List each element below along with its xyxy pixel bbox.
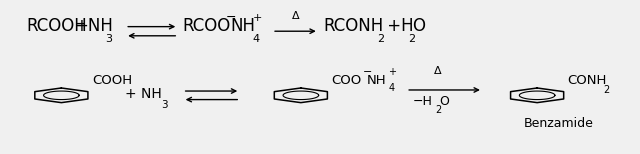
Text: O: O — [413, 17, 426, 35]
Text: 2: 2 — [435, 105, 441, 115]
Text: −H: −H — [413, 95, 433, 108]
Text: RCOO: RCOO — [182, 17, 231, 35]
Text: 2: 2 — [604, 85, 610, 95]
Text: Δ: Δ — [292, 11, 300, 21]
Text: COO: COO — [332, 74, 362, 87]
Text: 4: 4 — [252, 34, 259, 44]
Text: 4: 4 — [388, 83, 394, 93]
Text: +H: +H — [382, 17, 413, 35]
Text: NH: NH — [230, 17, 255, 35]
Text: 3: 3 — [105, 34, 112, 44]
Text: Benzamide: Benzamide — [524, 117, 593, 130]
Text: O: O — [440, 95, 449, 108]
Text: RCONH: RCONH — [323, 17, 383, 35]
Text: 3: 3 — [162, 100, 168, 110]
Text: +: + — [388, 67, 396, 77]
Text: CONH: CONH — [567, 74, 607, 87]
Text: COOH: COOH — [92, 74, 132, 87]
Text: 2: 2 — [378, 34, 385, 44]
Text: NH: NH — [367, 74, 387, 87]
Text: + NH: + NH — [125, 87, 162, 101]
Text: +: + — [252, 12, 262, 22]
Text: Δ: Δ — [434, 66, 442, 76]
Text: +NH: +NH — [74, 17, 113, 35]
Text: −: − — [225, 10, 236, 24]
Text: 2: 2 — [408, 34, 415, 44]
Text: −: − — [363, 67, 372, 77]
Text: RCOOH: RCOOH — [26, 17, 87, 35]
